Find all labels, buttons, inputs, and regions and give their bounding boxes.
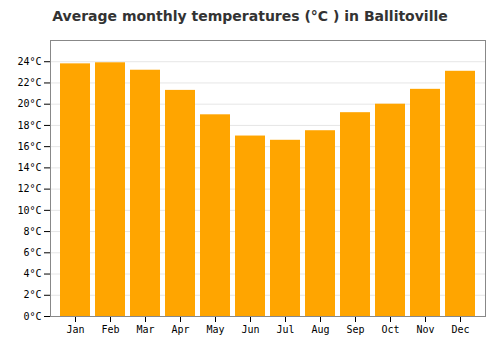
svg-text:Jan: Jan bbox=[66, 324, 84, 335]
svg-text:Aug: Aug bbox=[311, 324, 329, 335]
svg-text:18°C: 18°C bbox=[17, 120, 41, 131]
svg-text:Nov: Nov bbox=[416, 324, 434, 335]
svg-text:Apr: Apr bbox=[171, 324, 189, 335]
svg-text:14°C: 14°C bbox=[17, 162, 41, 173]
svg-text:8°C: 8°C bbox=[23, 226, 41, 237]
svg-text:Dec: Dec bbox=[451, 324, 469, 335]
svg-text:10°C: 10°C bbox=[17, 205, 41, 216]
svg-text:Sep: Sep bbox=[346, 324, 364, 335]
svg-text:Mar: Mar bbox=[136, 324, 154, 335]
svg-text:2°C: 2°C bbox=[23, 289, 41, 300]
svg-text:6°C: 6°C bbox=[23, 247, 41, 258]
svg-text:12°C: 12°C bbox=[17, 183, 41, 194]
svg-text:Jul: Jul bbox=[276, 324, 294, 335]
svg-text:4°C: 4°C bbox=[23, 268, 41, 279]
svg-text:0°C: 0°C bbox=[23, 311, 41, 322]
svg-text:Jun: Jun bbox=[241, 324, 259, 335]
svg-text:20°C: 20°C bbox=[17, 98, 41, 109]
svg-text:May: May bbox=[206, 324, 224, 335]
svg-text:22°C: 22°C bbox=[17, 77, 41, 88]
svg-text:24°C: 24°C bbox=[17, 56, 41, 67]
svg-text:16°C: 16°C bbox=[17, 141, 41, 152]
svg-text:Feb: Feb bbox=[101, 324, 119, 335]
html-text:Average monthly temperatures (: Average monthly temperatures (°C ) in Ba… bbox=[52, 8, 448, 24]
svg-text:Oct: Oct bbox=[381, 324, 399, 335]
